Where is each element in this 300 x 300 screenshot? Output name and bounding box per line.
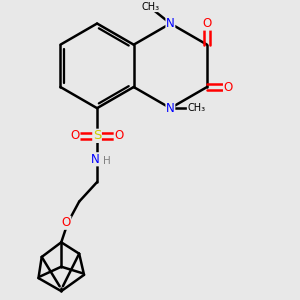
Text: N: N	[166, 102, 175, 115]
Text: O: O	[114, 129, 124, 142]
Text: H: H	[103, 156, 111, 166]
Text: N: N	[166, 17, 175, 30]
Text: O: O	[61, 216, 71, 229]
Text: N: N	[91, 153, 100, 166]
Text: O: O	[224, 80, 233, 94]
Text: O: O	[70, 129, 80, 142]
Text: O: O	[202, 17, 211, 30]
Text: CH₃: CH₃	[141, 2, 159, 12]
Text: CH₃: CH₃	[188, 103, 206, 113]
Text: S: S	[93, 129, 101, 142]
